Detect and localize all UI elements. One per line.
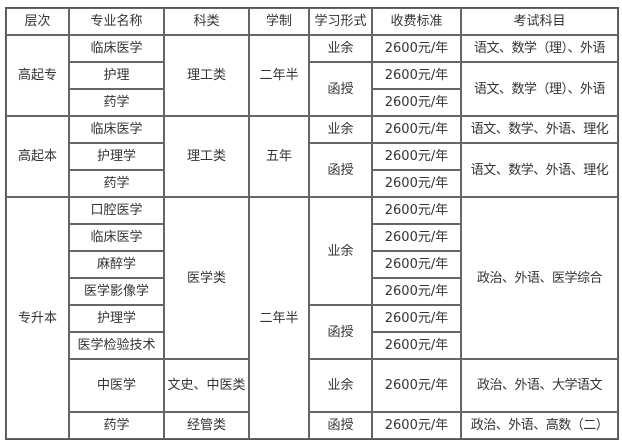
category-cell: 文史、中医类 — [164, 359, 249, 412]
duration-cell: 二年半 — [249, 197, 309, 439]
major-cell: 临床医学 — [69, 35, 164, 62]
fee-cell: 2600元/年 — [372, 305, 461, 332]
fee-cell: 2600元/年 — [372, 170, 461, 197]
table-row: 护理 函授 2600元/年 语文、数学（理）、外语 — [6, 62, 618, 116]
fee-cell: 2600元/年 — [372, 197, 461, 224]
major-cell: 药学 — [69, 412, 164, 439]
major-cell: 临床医学 — [69, 224, 164, 251]
fee-cell: 2600元/年 — [372, 332, 461, 359]
duration-cell: 五年 — [249, 116, 309, 197]
exam-cell: 政治、外语、医学综合 — [461, 197, 618, 359]
exam-cell: 语文、数学、外语、理化 — [461, 143, 618, 197]
table-row: 医学检验技术 2600元/年 — [6, 332, 618, 359]
major-cell: 医学检验技术 — [69, 332, 164, 359]
duration-cell: 二年半 — [249, 35, 309, 116]
table-row: 临床医学 2600元/年 — [6, 224, 618, 251]
level-cell: 高起专 — [6, 35, 69, 116]
exam-cell: 语文、数学（理）、外语 — [461, 62, 618, 116]
fee-cell: 2600元/年 — [372, 143, 461, 170]
form-cell: 业余 — [309, 116, 372, 143]
major-cell: 护理学 — [69, 305, 164, 332]
form-cell: 函授 — [309, 412, 372, 439]
major-cell: 口腔医学 — [69, 197, 164, 224]
table-row: 中医学 文史、中医类 业余 2600元/年 政治、外语、大学语文 — [6, 359, 618, 412]
header-exam: 考试科目 — [461, 8, 618, 35]
major-cell: 麻醉学 — [69, 251, 164, 278]
table-row: 高起本 临床医学 理工类 五年 业余 2600元/年 语文、数学、外语、理化 — [6, 116, 618, 197]
admission-table: 层次 专业名称 科类 学制 学习形式 收费标准 考试科目 高起专 临床医学 理工… — [5, 7, 619, 440]
exam-cell: 语文、数学（理）、外语 — [461, 35, 618, 62]
table-row: 专升本 口腔医学 医学类 二年半 业余 2600元/年 政治、外语、医学综合 — [6, 197, 618, 439]
level-cell: 高起本 — [6, 116, 69, 197]
fee-cell: 2600元/年 — [372, 35, 461, 62]
fee-cell: 2600元/年 — [372, 224, 461, 251]
fee-cell: 2600元/年 — [372, 116, 461, 143]
header-level: 层次 — [6, 8, 69, 35]
category-cell: 理工类 — [164, 35, 249, 116]
table-row: 麻醉学 2600元/年 — [6, 251, 618, 278]
category-cell: 经管类 — [164, 412, 249, 439]
header-duration: 学制 — [249, 8, 309, 35]
fee-cell: 2600元/年 — [372, 62, 461, 89]
major-cell: 中医学 — [69, 359, 164, 412]
header-study-form: 学习形式 — [309, 8, 372, 35]
form-cell: 业余 — [309, 359, 372, 412]
table-row: 护理学 函授 2600元/年 语文、数学、外语、理化 — [6, 143, 618, 197]
fee-cell: 2600元/年 — [372, 251, 461, 278]
form-cell: 业余 — [309, 197, 372, 305]
table-header-row: 层次 专业名称 科类 学制 学习形式 收费标准 考试科目 — [6, 8, 618, 35]
form-cell: 函授 — [309, 305, 372, 359]
category-cell: 医学类 — [164, 197, 249, 359]
fee-cell: 2600元/年 — [372, 278, 461, 305]
header-fee: 收费标准 — [372, 8, 461, 35]
level-cell: 专升本 — [6, 197, 69, 439]
header-major: 专业名称 — [69, 8, 164, 35]
table-row: 药学 经管类 函授 2600元/年 政治、外语、高数（二） — [6, 412, 618, 439]
table-row: 药学 2600元/年 — [6, 170, 618, 197]
major-cell: 药学 — [69, 170, 164, 197]
fee-cell: 2600元/年 — [372, 359, 461, 412]
form-cell: 函授 — [309, 62, 372, 116]
exam-cell: 政治、外语、高数（二） — [461, 412, 618, 439]
fee-cell: 2600元/年 — [372, 412, 461, 439]
fee-cell: 2600元/年 — [372, 89, 461, 116]
form-cell: 业余 — [309, 35, 372, 62]
form-cell: 函授 — [309, 143, 372, 197]
major-cell: 医学影像学 — [69, 278, 164, 305]
exam-cell: 语文、数学、外语、理化 — [461, 116, 618, 143]
major-cell: 护理学 — [69, 143, 164, 170]
category-cell: 理工类 — [164, 116, 249, 197]
table-row: 高起专 临床医学 理工类 二年半 业余 2600元/年 语文、数学（理）、外语 — [6, 35, 618, 116]
table-row: 医学影像学 2600元/年 — [6, 278, 618, 305]
major-cell: 临床医学 — [69, 116, 164, 143]
table-row: 护理学 函授 2600元/年 — [6, 305, 618, 359]
table-row: 药学 2600元/年 — [6, 89, 618, 116]
major-cell: 药学 — [69, 89, 164, 116]
header-category: 科类 — [164, 8, 249, 35]
exam-cell: 政治、外语、大学语文 — [461, 359, 618, 412]
major-cell: 护理 — [69, 62, 164, 89]
